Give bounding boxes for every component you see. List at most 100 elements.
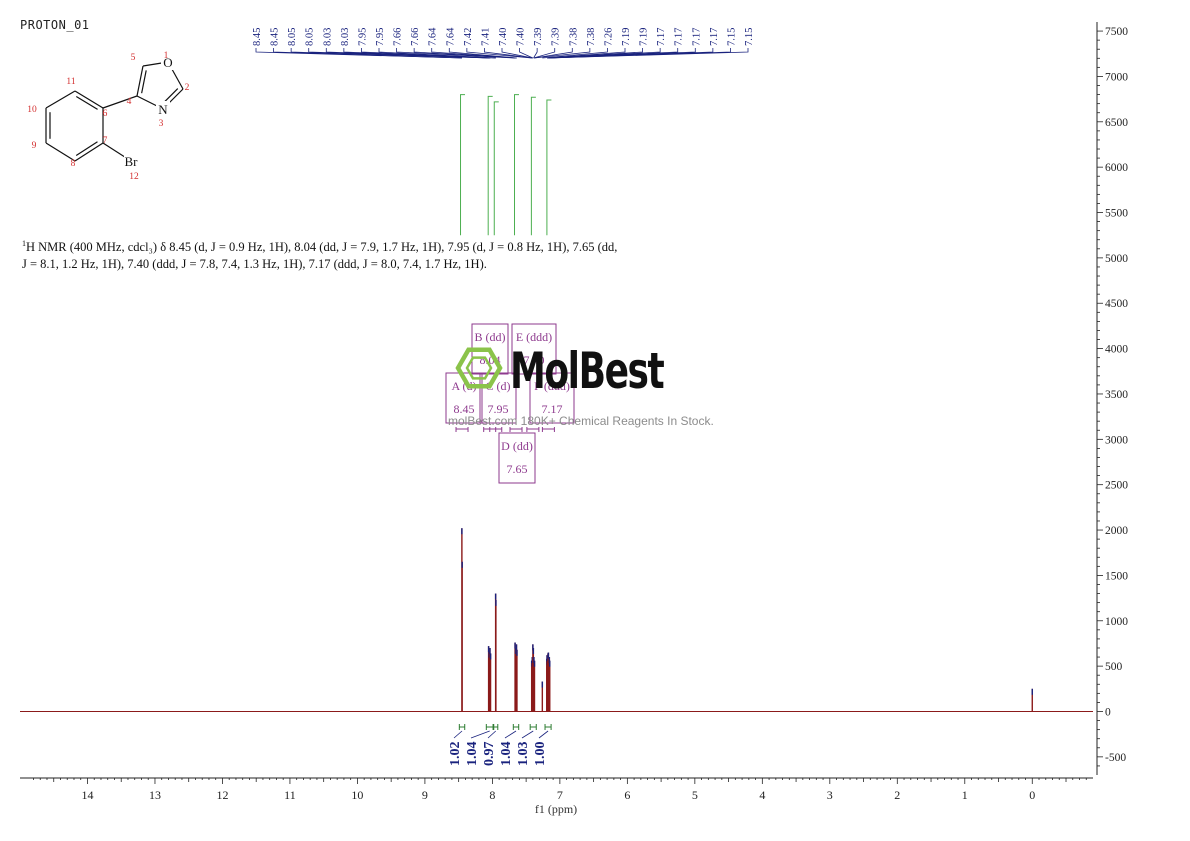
integral-bracket: [493, 724, 499, 730]
peak-label-connector: [448, 48, 517, 59]
multiplet-shift: 7.17: [542, 402, 563, 416]
watermark-tagline: molBest.com 180K+ Chemical Reagents In S…: [448, 414, 714, 428]
multiplet-range: [509, 427, 523, 432]
peak-label: 7.19: [639, 28, 650, 46]
atom-number: 3: [159, 119, 164, 129]
peak-label: 7.17: [709, 28, 720, 46]
y-tick-label: 2500: [1105, 480, 1128, 492]
peak-label: 7.40: [498, 28, 509, 46]
peak-label-connector: [533, 48, 556, 59]
integral-curve: [546, 99, 552, 236]
sample-id: PROTON_01: [20, 18, 90, 32]
x-tick-label: 4: [759, 788, 765, 802]
nmr-isotope-superscript: 1: [22, 239, 26, 248]
peak-label: 7.19: [621, 28, 632, 46]
multiplet-range: [455, 427, 469, 432]
peak-label-connector: [343, 48, 491, 59]
x-tick-label: 9: [422, 788, 428, 802]
multiplet-shift: 8.45: [454, 402, 475, 416]
y-tick-label: 500: [1105, 661, 1123, 673]
atom-symbol: N: [158, 102, 168, 117]
structure-bond: [45, 90, 76, 109]
peak-label: 7.64: [428, 27, 439, 46]
y-tick-label: 5500: [1105, 208, 1128, 220]
integral-connector: [521, 730, 534, 739]
multiplet-label: F (ddd): [534, 379, 570, 393]
structure-double-bond: [75, 95, 98, 110]
peak-label-layer: 8.45 8.45 8.05 8.05 8.03 8.03 7.95 7.95 7.66 7.66…: [252, 27, 755, 59]
x-tick-label: 1: [962, 788, 968, 802]
x-tick-label: 13: [149, 788, 161, 802]
x-tick-label: 8: [489, 788, 495, 802]
atom-number: 9: [32, 141, 37, 151]
integral-connector: [470, 730, 490, 739]
multiplet-label: E (ddd): [516, 330, 552, 344]
multiplet-shift: 7.95: [488, 402, 509, 416]
structure-bond: [136, 65, 144, 97]
multiplet-label: D (dd): [501, 439, 533, 453]
integral-connector: [538, 730, 549, 739]
peak-label: 8.03: [322, 28, 333, 46]
peak-label: 7.66: [410, 28, 421, 46]
structure-double-bond: [141, 70, 147, 94]
integral-value: 1.04: [465, 742, 480, 767]
structure-bond: [74, 142, 104, 162]
x-tick-label: 6: [624, 788, 630, 802]
multiplet-range: [526, 427, 540, 432]
y-tick-label: 3500: [1105, 389, 1128, 401]
integral-layer: 1.02 1.04 0.97 1.04 1.03 1.00: [448, 724, 552, 767]
peak-label-connector: [534, 48, 591, 59]
x-tick-label: 10: [351, 788, 363, 802]
logo-inner-hexagon: [465, 356, 493, 380]
x-tick-label: 2: [894, 788, 900, 802]
x-tick-label: 7: [557, 788, 563, 802]
integral-connector: [487, 730, 497, 739]
x-tick-label: 11: [284, 788, 296, 802]
peak-label-connector: [534, 48, 573, 59]
integral-curve: [493, 101, 499, 236]
y-tick-label: 1000: [1105, 616, 1128, 628]
peak-label: 7.95: [357, 28, 368, 46]
integral-connector: [504, 730, 517, 739]
y-axis: 7500700065006000550050004500400035003000…: [1096, 22, 1128, 775]
atom-number: 10: [27, 105, 37, 115]
peak-label: 7.38: [586, 28, 597, 46]
peak-label: 7.95: [375, 28, 386, 46]
peak-label: 8.45: [252, 28, 263, 46]
peak-label: 7.17: [656, 28, 667, 46]
y-tick-label: 4000: [1105, 344, 1128, 356]
atom-background: [161, 54, 175, 70]
peak-label: 7.42: [463, 28, 474, 46]
integral-bracket: [512, 724, 520, 730]
peak-label: 7.66: [393, 28, 404, 46]
multiplet-range: [541, 427, 555, 432]
integral-bracket: [529, 724, 537, 730]
atom-background: [124, 153, 138, 169]
peak-label: 8.03: [340, 28, 351, 46]
y-tick-label: -500: [1105, 752, 1126, 764]
molbest-logo: [455, 347, 503, 389]
atom-number: 7: [103, 136, 108, 146]
atom-number: 1: [164, 51, 169, 61]
integral-value: 1.04: [499, 742, 514, 767]
logo-hexagon: [455, 347, 503, 389]
structure-double-bond: [75, 141, 98, 156]
peak-label: 7.41: [480, 28, 491, 46]
y-tick-label: 7500: [1105, 26, 1128, 38]
x-tick-label: 14: [81, 788, 93, 802]
integral-curves: [460, 94, 552, 236]
y-tick-label: 6500: [1105, 117, 1128, 129]
peak-label-connector: [533, 48, 538, 59]
y-tick-label: 3000: [1105, 434, 1128, 446]
x-axis-label: f1 (ppm): [535, 802, 577, 816]
multiplet-box: [511, 323, 557, 375]
multiplet-shift: 7.65: [507, 462, 528, 476]
multiplet-box: [498, 432, 536, 484]
x-tick-label: 12: [216, 788, 228, 802]
atom-number: 2: [185, 83, 190, 93]
atom-number: 6: [103, 109, 108, 119]
multiplet-label: B (dd): [475, 330, 506, 344]
atom-number: 12: [129, 172, 139, 182]
peak-label-connector: [542, 48, 608, 59]
